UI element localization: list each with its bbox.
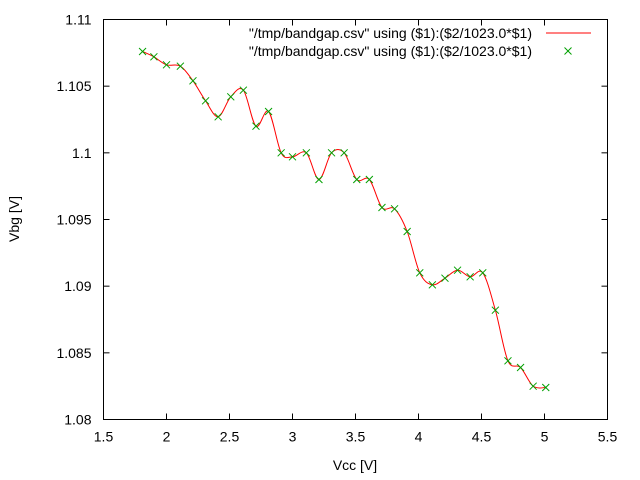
data-point [365, 175, 374, 184]
data-point [214, 112, 223, 121]
y-tick-label: 1.095 [56, 212, 91, 228]
data-point [504, 356, 512, 365]
series-line [142, 51, 546, 389]
y-axis-label: Vbg [V] [6, 196, 22, 242]
data-point [138, 47, 147, 56]
data-point [491, 306, 500, 315]
data-point [466, 272, 475, 281]
data-point [176, 62, 185, 71]
data-point [277, 148, 286, 157]
legend-entry-line-label: "/tmp/bandgap.csv" using ($1):($2/1023.0… [249, 25, 532, 41]
x-tick-label: 4 [415, 429, 423, 445]
y-tick-label: 1.105 [56, 78, 91, 94]
data-point [150, 52, 158, 61]
x-tick-label: 2.5 [220, 429, 240, 445]
data-point [403, 227, 412, 236]
data-point [189, 76, 197, 85]
data-point [302, 148, 311, 157]
data-point [378, 203, 386, 212]
data-point [478, 268, 487, 277]
x-tick-label: 5 [541, 429, 549, 445]
data-point [516, 363, 525, 372]
legend: "/tmp/bandgap.csv" using ($1):($2/1023.0… [249, 25, 591, 59]
data-point [226, 92, 235, 101]
x-tick-label: 2 [163, 429, 171, 445]
series-curve-layer [142, 51, 546, 389]
y-tick-label: 1.085 [56, 345, 91, 361]
legend-entry-points-label: "/tmp/bandgap.csv" using ($1):($2/1023.0… [249, 43, 532, 59]
data-point [315, 175, 323, 184]
axis-ticks: 1.5 2 2.5 3 3.5 4 4.5 5 5.5 1.08 1.085 1.09 1.095 1.1… [56, 12, 617, 445]
x-axis-label: Vcc [V] [333, 457, 377, 473]
legend-point-sample [564, 47, 572, 55]
data-point [252, 122, 260, 131]
data-point [162, 60, 171, 69]
data-point [201, 96, 210, 105]
data-point [390, 204, 399, 213]
data-point [541, 383, 550, 392]
data-point [453, 266, 462, 275]
data-point [352, 175, 361, 184]
data-point [529, 382, 538, 391]
x-tick-label: 3 [289, 429, 297, 445]
data-point [415, 268, 424, 277]
data-point [239, 86, 248, 95]
data-point [340, 148, 349, 157]
series-points-layer [138, 47, 550, 392]
data-point [327, 148, 336, 157]
y-tick-label: 1.09 [64, 278, 91, 294]
data-point [264, 107, 273, 116]
x-tick-label: 4.5 [472, 429, 492, 445]
data-point [441, 274, 449, 283]
y-tick-label: 1.11 [65, 12, 91, 28]
y-tick-label: 1.08 [64, 412, 91, 428]
data-point [428, 280, 437, 289]
x-tick-label: 3.5 [346, 429, 366, 445]
x-tick-label: 5.5 [598, 429, 618, 445]
plot-frame [103, 19, 608, 420]
y-tick-label: 1.1 [72, 145, 92, 161]
data-point [288, 152, 297, 161]
x-tick-label: 1.5 [94, 429, 114, 445]
